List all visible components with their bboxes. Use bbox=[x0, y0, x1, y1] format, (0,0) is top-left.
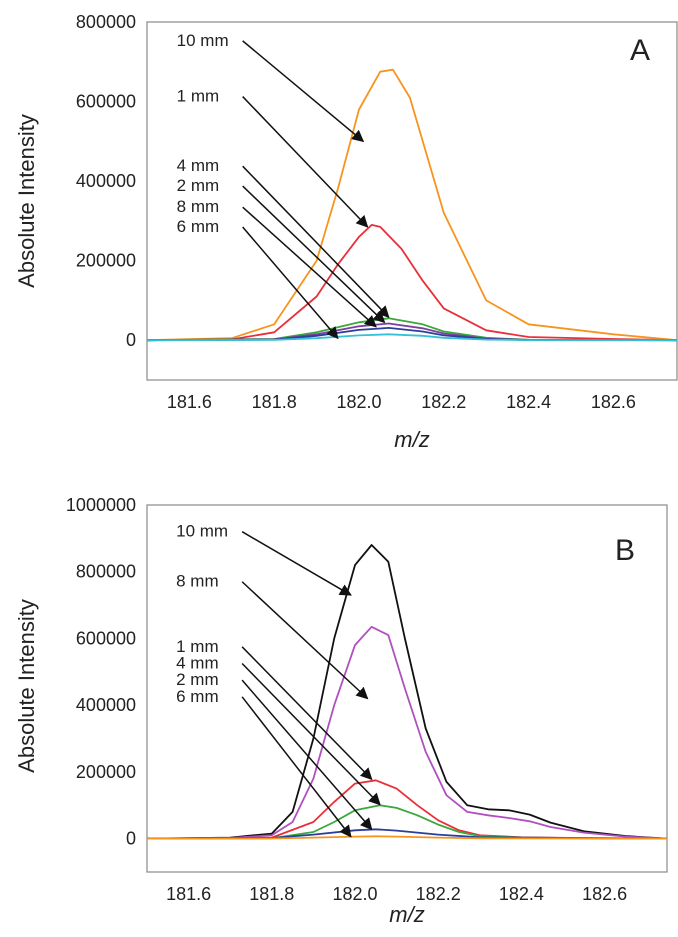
annotation-label-2-mm: 2 mm bbox=[176, 670, 219, 689]
annotation-label-10-mm: 10 mm bbox=[177, 31, 229, 50]
annotation-label-6-mm: 6 mm bbox=[177, 217, 220, 236]
annotation-arrow-8-mm bbox=[242, 206, 377, 328]
annotation-label-1-mm: 1 mm bbox=[176, 637, 219, 656]
tick-labels: 181.6 181.8 182.0 182.2 182.4 182.6 1000000 800… bbox=[66, 495, 627, 904]
annotation-arrow-1-mm bbox=[242, 96, 369, 228]
annotation-arrow-4-mm bbox=[242, 165, 390, 319]
plot-frame bbox=[146, 21, 678, 381]
x-tick-label: 181.8 bbox=[252, 392, 297, 412]
annotation-arrow-2-mm bbox=[241, 679, 373, 831]
chart-panel-b: Absolute Intensity m/z B 181.6 181.8 182.0… bbox=[14, 495, 668, 927]
annotation-arrow-4-mm bbox=[241, 662, 381, 806]
annotations: 10 mm 1 mm 4 mm2 mm 8 mm6 mm bbox=[177, 31, 390, 340]
series-line-6-mm bbox=[146, 835, 668, 840]
x-axis-title: m/z bbox=[394, 427, 429, 452]
annotation-arrow-2-mm bbox=[242, 185, 386, 324]
panel-label: B bbox=[615, 534, 635, 567]
x-axis-title: m/z bbox=[389, 902, 424, 927]
annotation-label-6-mm: 6 mm bbox=[176, 687, 219, 706]
annotation-arrow-10-mm bbox=[242, 40, 365, 143]
y-axis-title: Absolute Intensity bbox=[14, 599, 39, 773]
x-tick-label: 181.6 bbox=[167, 392, 212, 412]
y-tick-label: 800000 bbox=[76, 12, 136, 32]
x-tick-label: 182.4 bbox=[499, 884, 544, 904]
x-tick-label: 182.0 bbox=[336, 392, 381, 412]
series-line-6-mm bbox=[146, 333, 678, 342]
chart-panel-a: Absolute Intensity m/z A 181.6 181.8 182.0… bbox=[14, 12, 678, 452]
panel-label: A bbox=[630, 34, 650, 67]
annotation-label-2-mm: 2 mm bbox=[177, 176, 220, 195]
y-tick-label: 1000000 bbox=[66, 495, 136, 515]
y-tick-label: 0 bbox=[126, 829, 136, 849]
x-tick-label: 182.6 bbox=[591, 392, 636, 412]
annotation-label-4-mm: 4 mm bbox=[176, 653, 219, 672]
y-tick-label: 600000 bbox=[76, 92, 136, 112]
plot-frame bbox=[146, 504, 668, 873]
x-tick-label: 182.2 bbox=[416, 884, 461, 904]
annotation-label-8-mm: 8 mm bbox=[176, 572, 219, 591]
annotation-arrow-10-mm bbox=[241, 531, 352, 596]
series-lines bbox=[146, 544, 668, 840]
annotations: 10 mm 8 mm 1 mm4 mm2 mm6 mm bbox=[176, 522, 381, 838]
annotation-label-1-mm: 1 mm bbox=[177, 87, 220, 106]
annotation-arrow-8-mm bbox=[241, 581, 369, 700]
x-tick-label: 181.8 bbox=[249, 884, 294, 904]
y-tick-label: 200000 bbox=[76, 762, 136, 782]
y-tick-label: 400000 bbox=[76, 695, 136, 715]
annotation-arrow-6-mm bbox=[242, 226, 339, 340]
annotation-arrow-1-mm bbox=[241, 646, 373, 781]
y-tick-label: 600000 bbox=[76, 628, 136, 648]
y-tick-label: 200000 bbox=[76, 251, 136, 271]
y-tick-label: 400000 bbox=[76, 171, 136, 191]
x-tick-label: 182.2 bbox=[421, 392, 466, 412]
series-line-8-mm bbox=[146, 625, 668, 840]
x-tick-label: 182.6 bbox=[582, 884, 627, 904]
series-line-1-mm bbox=[146, 223, 678, 342]
annotation-label-4-mm: 4 mm bbox=[177, 156, 220, 175]
tick-labels: 181.6 181.8 182.0 182.2 182.4 182.6 800000 6000… bbox=[76, 12, 636, 412]
series-line-10-mm bbox=[146, 544, 668, 840]
series-line-2-mm bbox=[146, 828, 668, 840]
series-lines bbox=[146, 68, 678, 342]
series-line-10-mm bbox=[146, 68, 678, 342]
y-axis-title: Absolute Intensity bbox=[14, 114, 39, 288]
y-tick-label: 0 bbox=[126, 330, 136, 350]
y-tick-label: 800000 bbox=[76, 562, 136, 582]
x-tick-label: 182.0 bbox=[332, 884, 377, 904]
annotation-label-10-mm: 10 mm bbox=[176, 522, 228, 541]
annotation-arrow-6-mm bbox=[241, 696, 352, 838]
x-tick-label: 181.6 bbox=[166, 884, 211, 904]
annotation-label-8-mm: 8 mm bbox=[177, 197, 220, 216]
x-tick-label: 182.4 bbox=[506, 392, 551, 412]
